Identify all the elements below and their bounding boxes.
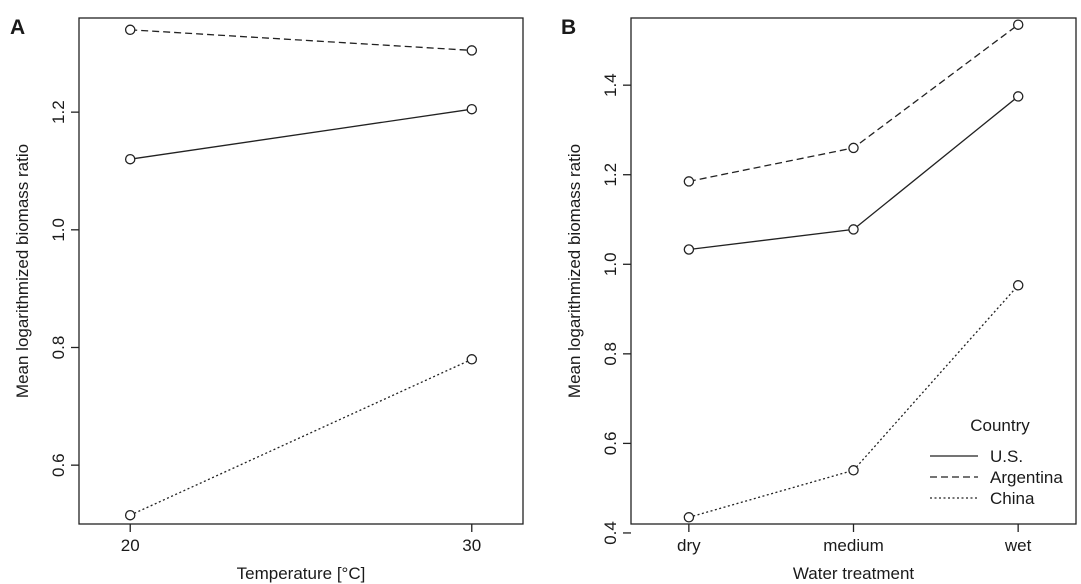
y-tick-label: 0.6: [49, 453, 68, 477]
x-axis-title: Water treatment: [793, 564, 915, 583]
legend-label-us: U.S.: [990, 447, 1023, 466]
data-point-argentina: [1012, 19, 1024, 30]
data-point-china: [466, 354, 478, 365]
x-axis-title: Temperature [°C]: [237, 564, 366, 583]
panel-label: A: [10, 16, 25, 39]
y-tick-label: 1.4: [601, 73, 620, 97]
legend-label-china: China: [990, 489, 1035, 508]
legend: Country U.S. Argentina China: [930, 416, 1063, 508]
data-point-argentina: [466, 45, 478, 56]
y-axis-title: Mean logarithmized biomass ratio: [565, 144, 584, 398]
data-point-argentina: [124, 24, 136, 36]
legend-title: Country: [970, 416, 1030, 435]
plot-frame: [78, 17, 524, 525]
y-tick-label: 0.6: [601, 432, 620, 456]
series-line-china: [129, 358, 473, 516]
series-line-us: [130, 108, 472, 160]
data-point-us: [124, 153, 136, 165]
x-tick-label: 20: [121, 536, 140, 555]
panel-label: B: [561, 16, 576, 39]
panel-b: B 0.4 0.6 0.8 1.0 1.2 1.4 dry medium wet Water tre…: [561, 16, 1077, 583]
data-point-china: [1012, 280, 1024, 291]
x-tick-label: 30: [462, 536, 481, 555]
y-tick-label: 1.0: [601, 252, 620, 276]
data-point-us: [683, 244, 695, 255]
data-point-us: [466, 103, 478, 115]
x-tick-label: wet: [1004, 536, 1032, 555]
y-tick-label: 0.4: [601, 521, 620, 545]
y-tick-label: 1.0: [49, 218, 68, 242]
legend-label-argentina: Argentina: [990, 468, 1063, 487]
panel-a: A 0.6 0.8 1.0 1.2 20 30 Temperature [°C] Mean lo…: [10, 16, 524, 583]
y-axis-title: Mean logarithmized biomass ratio: [13, 144, 32, 398]
y-tick-label: 0.8: [49, 336, 68, 360]
series-line-argentina: [130, 29, 472, 52]
y-tick-label: 0.8: [601, 342, 620, 366]
data-point-argentina: [848, 142, 859, 154]
x-tick-label: dry: [677, 536, 701, 555]
data-point-argentina: [683, 176, 695, 187]
y-tick-label: 1.2: [601, 163, 620, 187]
data-point-us: [1012, 91, 1024, 102]
series-line-argentina: [688, 24, 1019, 183]
data-point-china: [848, 465, 859, 476]
x-tick-label: medium: [823, 536, 883, 555]
data-point-us: [848, 224, 859, 235]
series-line-china: [688, 284, 1019, 518]
y-tick-label: 1.2: [49, 100, 68, 124]
data-point-china: [124, 509, 136, 521]
data-point-china: [683, 512, 695, 523]
